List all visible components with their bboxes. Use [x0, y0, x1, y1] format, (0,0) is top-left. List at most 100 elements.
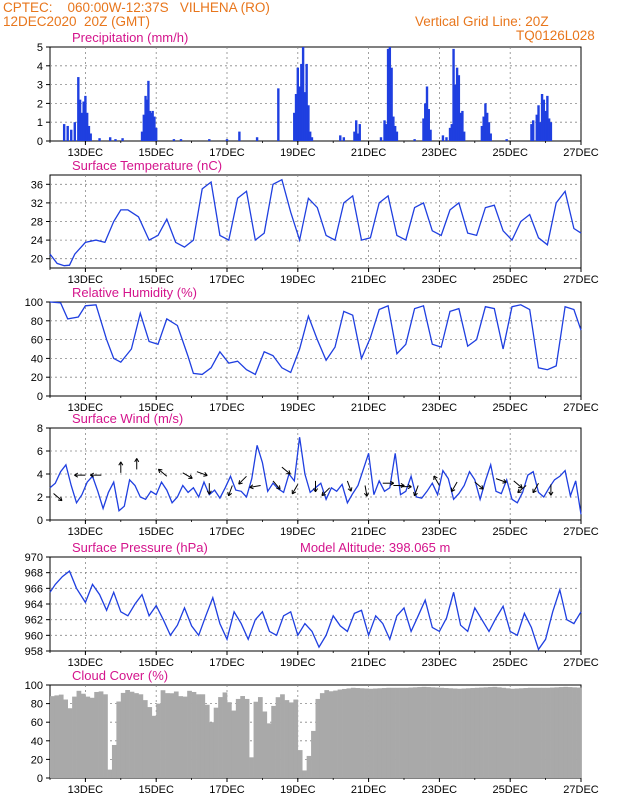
precip-bar — [144, 95, 147, 141]
cloud-bar — [240, 696, 245, 778]
cloud-bar — [209, 722, 215, 778]
cloud-bar — [288, 702, 294, 778]
precip-bar — [454, 84, 457, 141]
temp-ytick-label: 32 — [31, 198, 43, 210]
pres-xtick-label: 17DEC — [209, 657, 245, 669]
cloud-bar — [165, 693, 170, 778]
cloud-bar — [572, 687, 577, 778]
precip-xtick-label: 17DEC — [209, 147, 245, 159]
wind-arrow — [272, 480, 281, 490]
precip-bar — [85, 112, 89, 141]
rh-xtick-label: 21DEC — [351, 402, 387, 414]
precip-bar — [308, 131, 312, 141]
cloud-bar — [465, 688, 471, 778]
precip-bar — [542, 99, 546, 141]
cloud-bar — [501, 687, 507, 778]
temp-xtick-label: 21DEC — [351, 274, 387, 286]
cloud-bar — [302, 770, 307, 778]
precip-bar — [549, 122, 553, 141]
cloud-bar — [67, 708, 73, 778]
cloud-bar — [120, 692, 126, 778]
precip-bar — [305, 63, 308, 141]
cloud-bar — [253, 701, 259, 778]
cloud-bar — [306, 755, 312, 778]
wind-ytick-label: 0 — [37, 515, 43, 527]
wind-arrow — [281, 466, 291, 475]
precip-bar — [358, 124, 361, 141]
wind-xtick-label: 21DEC — [351, 526, 387, 538]
precip-bar — [151, 110, 154, 141]
wind-arrow — [382, 480, 395, 486]
pres-xtick-label: 21DEC — [351, 657, 387, 669]
precip-bar — [87, 125, 91, 141]
cloud-bar — [492, 686, 498, 778]
cloud-ytick-label: 100 — [25, 680, 43, 692]
cloud-xtick-label: 27DEC — [563, 784, 599, 796]
wind-arrow — [321, 487, 331, 497]
precip-bar — [424, 103, 427, 141]
pres-ytick-label: 958 — [25, 646, 43, 658]
precip-panel: 0 1 2 3 4 5 13DEC 15DEC 17DEC 19DEC 21DEC 23DEC 25DE… — [37, 30, 599, 159]
precip-bar — [429, 129, 432, 141]
precip-bar — [277, 88, 280, 141]
precip-frame — [49, 46, 582, 142]
wind-xtick-label: 19DEC — [280, 526, 316, 538]
wind-ytick-label: 2 — [37, 492, 43, 504]
wind-arrow — [134, 458, 140, 470]
precip-ytick-label: 5 — [37, 42, 43, 54]
wind-arrow — [227, 485, 233, 497]
precip-xtick-label: 19DEC — [280, 147, 316, 159]
precip-bar — [546, 95, 549, 141]
cloud-bar — [368, 688, 374, 778]
precip-bar — [303, 92, 307, 141]
cloud-bar — [554, 687, 560, 778]
cloud-bar — [178, 696, 184, 778]
wind-xtick-label: 25DEC — [492, 526, 528, 538]
cloud-bar — [213, 707, 219, 778]
cloud-bar — [54, 695, 60, 778]
pres-xtick-label: 23DEC — [422, 657, 458, 669]
precip-bar — [179, 139, 183, 141]
wind-arrow — [548, 484, 554, 496]
cloud-bar — [558, 687, 564, 778]
precip-bar — [140, 131, 144, 141]
cloud-bar — [315, 698, 321, 778]
cloud-bar — [430, 687, 436, 778]
rh-ytick-label: 60 — [31, 335, 43, 347]
temp-ytick-label: 20 — [31, 254, 43, 266]
run-date: 12DEC2020 20Z (GMT) — [3, 14, 151, 29]
wind-xtick-label: 13DEC — [68, 526, 104, 538]
cloud-bar — [527, 687, 533, 778]
pres-xtick-label: 27DEC — [563, 657, 599, 669]
wind-arrow — [513, 480, 523, 489]
cloud-bar — [421, 686, 427, 778]
rh-ytick-label: 0 — [37, 391, 43, 403]
cloud-bar — [381, 688, 387, 778]
precip-bar — [307, 105, 310, 141]
precip-bar — [448, 127, 452, 141]
temp-line — [49, 178, 582, 267]
precip-bar — [485, 112, 489, 141]
precip-bar — [539, 122, 542, 141]
wind-arrow — [495, 478, 507, 484]
cloud-bar — [107, 769, 113, 778]
cloud-bar — [204, 704, 210, 778]
precip-bar — [484, 103, 487, 141]
precip-bar — [296, 67, 299, 141]
precip-bar — [66, 125, 69, 141]
temp-xtick-label: 27DEC — [563, 274, 599, 286]
precip-bar — [547, 118, 551, 141]
precip-bar — [457, 75, 461, 141]
rh-xtick-label: 19DEC — [280, 402, 316, 414]
precip-bar — [535, 114, 538, 141]
precip-bar — [150, 112, 153, 141]
wind-arrow — [433, 475, 440, 486]
cloud-ytick-label: 0 — [37, 773, 43, 785]
wind-arrow — [118, 461, 124, 473]
precip-bar — [413, 139, 416, 141]
wind-arrow — [517, 485, 527, 494]
cloud-bar — [350, 687, 356, 778]
cloud-bar — [496, 687, 502, 778]
cloud-bar — [483, 687, 489, 778]
